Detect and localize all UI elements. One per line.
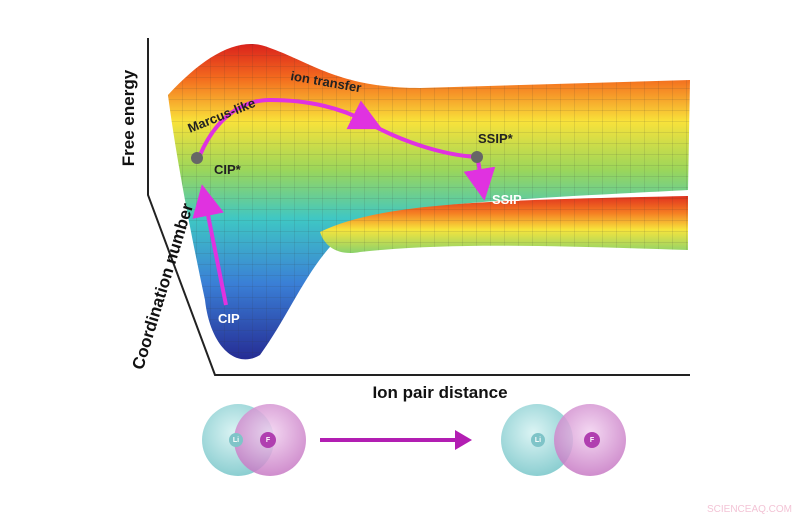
cation-label: Li — [233, 437, 239, 444]
arrow-transfer — [198, 97, 383, 156]
axes — [147, 38, 690, 376]
cation-core — [229, 433, 243, 447]
cation-core — [531, 433, 545, 447]
anion-core — [584, 432, 600, 448]
cip-star-point — [191, 152, 203, 164]
anion-label: F — [266, 437, 271, 444]
molecule-left: Li F — [202, 404, 306, 476]
state-label: SSIP* — [478, 131, 514, 146]
state-label: CIP — [218, 311, 240, 326]
state-label: SSIP — [492, 192, 522, 207]
coordination-axis-label: Coordination number — [128, 201, 197, 372]
surface-mesh — [168, 44, 690, 360]
arrow-segment — [369, 122, 478, 159]
ridge-mesh — [320, 196, 688, 254]
ssip-star-point — [471, 151, 483, 163]
axis-lines — [147, 38, 690, 376]
surface — [168, 44, 690, 360]
transition-arrowhead — [455, 430, 472, 450]
anion-label: F — [590, 437, 595, 444]
anion-core — [260, 432, 276, 448]
molecule-right: Li F — [501, 404, 626, 476]
arrow-up — [192, 184, 228, 306]
arrow-down — [463, 159, 496, 201]
state-label: CIP* — [214, 162, 242, 177]
distance-axis-label: Ion pair distance — [372, 383, 507, 402]
energy-axis-label: Free energy — [119, 69, 138, 166]
reaction-path — [191, 97, 496, 306]
cation-label: Li — [535, 437, 541, 444]
watermark: SCIENCEAQ.COM — [707, 504, 792, 515]
